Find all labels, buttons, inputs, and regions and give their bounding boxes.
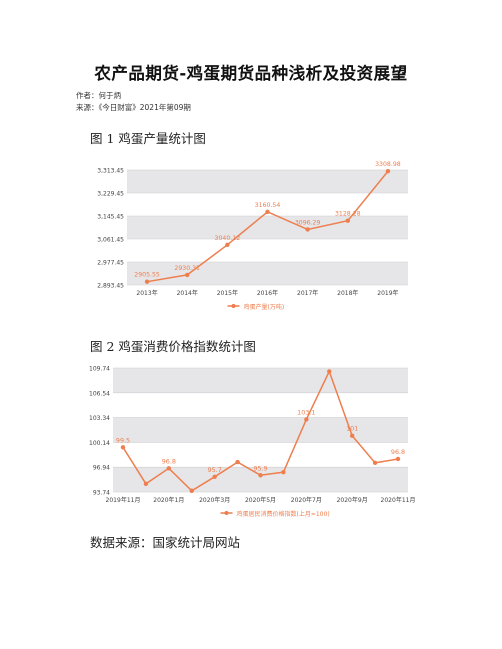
grid-band — [113, 442, 408, 468]
data-point — [372, 460, 378, 466]
data-point — [265, 209, 270, 215]
x-tick-label: 2018年 — [337, 289, 358, 297]
data-label: 95.7 — [208, 466, 222, 474]
author-line: 作者：何于炳 — [76, 91, 121, 100]
data-point — [189, 488, 194, 493]
y-tick-label: 109.74 — [89, 366, 110, 373]
y-tick-label: 2,977.45 — [97, 260, 124, 267]
document-title: 农产品期货-鸡蛋期货品种浅析及投资展望 — [94, 64, 408, 83]
data-point — [166, 466, 172, 471]
y-tick-label: 3,061.45 — [97, 237, 124, 244]
grid-band — [113, 467, 408, 492]
y-tick-label: 103.34 — [89, 415, 110, 422]
x-tick-label: 2013年 — [136, 289, 157, 297]
x-tick-label: 2019年 — [377, 289, 398, 297]
data-label: 3160.54 — [255, 202, 281, 209]
legend-marker — [224, 511, 229, 515]
data-point — [281, 469, 286, 475]
x-tick-label: 2020年7月 — [291, 496, 322, 504]
data-point — [212, 474, 217, 480]
data-point — [327, 369, 332, 374]
data-point — [143, 481, 149, 486]
x-tick-label: 2019年11月 — [106, 496, 141, 504]
grid-band — [127, 193, 408, 216]
x-tick-label: 2020年3月 — [199, 496, 230, 504]
y-tick-label: 2,893.45 — [97, 283, 124, 290]
legend-label: 鸡蛋产量(万吨) — [244, 303, 285, 311]
figure2-caption: 图 2 鸡蛋消费价格指数统计图 — [90, 339, 256, 354]
data-label: 96.8 — [391, 448, 405, 456]
y-tick-label: 100.14 — [89, 440, 110, 447]
data-point — [258, 473, 263, 478]
grid-band — [127, 239, 408, 262]
figure1-caption: 图 1 鸡蛋产量统计图 — [90, 131, 206, 146]
data-source-note: 数据来源：国家统计局网站 — [90, 535, 241, 550]
data-point — [235, 459, 240, 465]
data-label: 3096.29 — [295, 219, 321, 226]
data-label: 3128.28 — [335, 211, 361, 218]
data-point — [345, 218, 350, 223]
x-tick-label: 2020年11月 — [381, 496, 415, 504]
data-label: 2905.55 — [134, 272, 160, 279]
x-tick-label: 2020年5月 — [245, 496, 276, 504]
data-label: 96.8 — [162, 457, 176, 465]
egg-cpi-chart-svg: 109.74 106.54 103.34 100.14 96.94 93.742019年1… — [89, 366, 415, 519]
data-point — [120, 445, 126, 450]
grid-band — [127, 216, 408, 239]
y-tick-label: 106.54 — [89, 390, 110, 397]
x-tick-label: 2014年 — [177, 289, 198, 297]
x-tick-label: 2020年1月 — [153, 496, 184, 504]
y-tick-label: 96.94 — [93, 465, 110, 472]
data-point — [349, 433, 355, 438]
legend-label: 鸡蛋居民消费价格指数(上月=100) — [237, 510, 330, 518]
source-line: 来源：《今日财富》2021年第09期 — [76, 103, 191, 112]
egg-cpi-chart: 109.74 106.54 103.34 100.14 96.94 93.74 2019年1… — [75, 360, 415, 528]
data-label: 95.9 — [253, 464, 267, 472]
x-tick-label: 2017年 — [297, 289, 318, 297]
y-tick-label: 3,145.45 — [97, 214, 124, 221]
data-label: 99.5 — [116, 436, 130, 444]
data-point — [144, 279, 150, 284]
egg-production-chart: 3,313.45 3,229.45 3,145.45 3,061.45 2,977.45… — [75, 157, 415, 317]
data-point — [304, 417, 309, 422]
y-tick-label: 3,229.45 — [97, 191, 124, 198]
y-tick-label: 3,313.45 — [97, 168, 124, 175]
x-tick-label: 2020年9月 — [337, 496, 368, 504]
x-tick-label: 2015年 — [217, 289, 238, 297]
data-label: 101 — [346, 425, 358, 433]
x-tick-label: 2016年 — [257, 289, 278, 297]
data-point — [395, 456, 401, 462]
y-tick-label: 93.74 — [93, 490, 110, 497]
data-label: 3308.98 — [375, 161, 401, 168]
data-point — [305, 227, 310, 232]
data-point — [185, 272, 190, 278]
legend-marker — [231, 304, 236, 308]
grid-band — [113, 392, 408, 418]
grid-band — [113, 417, 408, 443]
data-label: 3040.12 — [215, 235, 241, 242]
data-label: 103.1 — [297, 408, 315, 416]
data-point — [225, 242, 230, 248]
grid-band — [127, 262, 408, 285]
grid-band — [113, 368, 408, 393]
data-point — [385, 169, 391, 174]
data-label: 2930.31 — [174, 265, 200, 272]
grid-band — [127, 170, 408, 193]
egg-production-chart-svg: 3,313.45 3,229.45 3,145.45 3,061.45 2,977.45… — [97, 161, 408, 311]
